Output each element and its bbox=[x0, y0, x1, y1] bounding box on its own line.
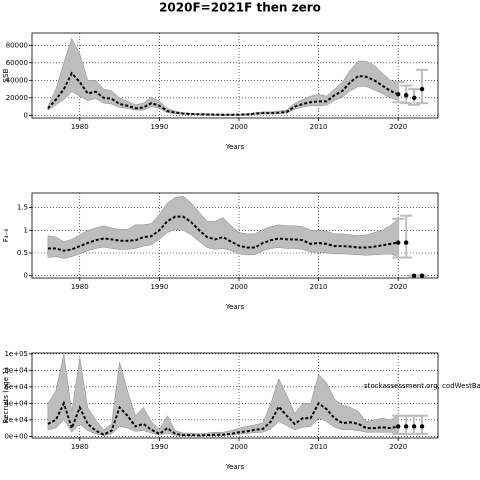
forecast-point bbox=[403, 240, 409, 245]
y-tick-label: 80000 bbox=[6, 41, 28, 49]
x-tick-label: 2010 bbox=[310, 443, 328, 451]
y-tick-label: 6e+04 bbox=[4, 383, 28, 391]
y-tick-label: 4e+04 bbox=[4, 399, 28, 407]
confidence-band bbox=[47, 37, 399, 116]
forecast-point bbox=[411, 424, 417, 429]
x-tick-label: 2020 bbox=[389, 443, 407, 451]
x-tick-label: 1990 bbox=[150, 443, 168, 451]
x-axis-label: Years bbox=[225, 303, 245, 311]
x-tick-label: 2020 bbox=[389, 283, 407, 291]
y-tick-label: 60000 bbox=[6, 59, 28, 67]
y-tick-label: 2e+04 bbox=[4, 416, 28, 424]
forecast-point bbox=[395, 240, 401, 245]
confidence-band bbox=[47, 195, 399, 259]
y-axis-label: Recruits (age 1) bbox=[2, 367, 10, 423]
x-tick-label: 2000 bbox=[230, 283, 248, 291]
x-tick-label: 1980 bbox=[71, 123, 89, 131]
x-tick-label: 2020 bbox=[389, 123, 407, 131]
y-axis-label: F₄₋₈ bbox=[2, 229, 10, 243]
forecast-point bbox=[419, 424, 425, 429]
x-tick-label: 2010 bbox=[310, 123, 328, 131]
x-tick-label: 1990 bbox=[150, 283, 168, 291]
y-tick-label: 0.5 bbox=[17, 249, 28, 257]
x-tick-label: 2000 bbox=[230, 123, 248, 131]
plot-frame bbox=[31, 192, 439, 279]
forecast-point bbox=[419, 273, 425, 278]
y-tick-label: 40000 bbox=[6, 76, 28, 84]
x-axis-label: Years bbox=[225, 463, 245, 471]
x-tick-label: 1990 bbox=[150, 123, 168, 131]
forecast-point bbox=[411, 95, 417, 101]
y-tick-label: 1 bbox=[24, 226, 28, 234]
forecast-point bbox=[419, 86, 425, 92]
plot-frame bbox=[31, 32, 439, 119]
y-tick-label: 8e+04 bbox=[4, 366, 28, 374]
forecast-point bbox=[395, 92, 401, 97]
y-tick-label: 0e+00 bbox=[4, 432, 28, 440]
estimate-line bbox=[47, 215, 399, 252]
x-tick-label: 1980 bbox=[71, 443, 89, 451]
x-tick-label: 2010 bbox=[310, 283, 328, 291]
figure-title: 2020F=2021F then zero bbox=[159, 1, 321, 15]
x-tick-label: 2000 bbox=[230, 443, 248, 451]
y-axis-label: SSB bbox=[2, 68, 10, 82]
forecast-point bbox=[411, 273, 417, 278]
y-tick-label: 1e+05 bbox=[4, 350, 28, 358]
y-tick-label: 1.5 bbox=[17, 204, 28, 212]
annotation: stockassessment.org, codWestBaltWWG2022 bbox=[364, 382, 480, 390]
y-tick-label: 0 bbox=[24, 111, 28, 119]
x-tick-label: 1980 bbox=[71, 283, 89, 291]
forecast-point bbox=[395, 424, 401, 429]
y-tick-label: 20000 bbox=[6, 94, 28, 102]
estimate-line bbox=[47, 400, 399, 437]
estimate-line bbox=[47, 71, 399, 116]
plot-frame bbox=[31, 352, 439, 439]
y-tick-label: 0 bbox=[24, 272, 28, 280]
forecast-point bbox=[403, 424, 409, 429]
x-axis-label: Years bbox=[225, 143, 245, 151]
forecast-point bbox=[403, 93, 409, 98]
